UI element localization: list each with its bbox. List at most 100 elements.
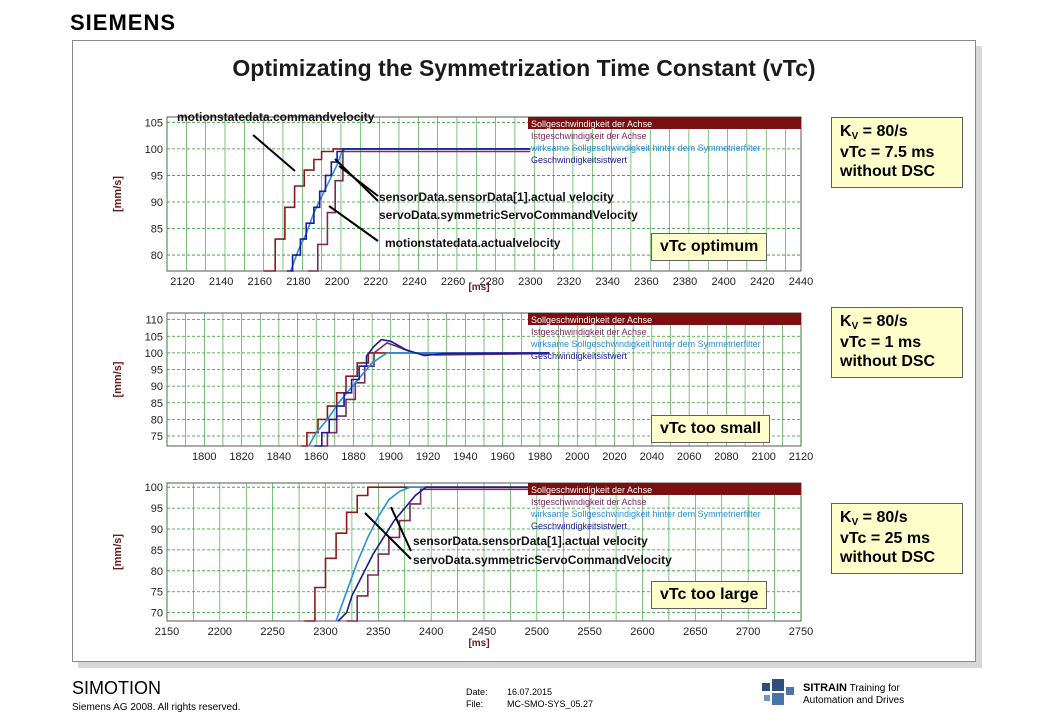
file-value: MC-SMO-SYS_05.27: [507, 699, 594, 709]
tag-vtc-too-small: vTc too small: [651, 415, 771, 443]
series-line-2: [335, 486, 537, 622]
annotation-label: motionstatedata.commandvelocity: [177, 110, 375, 124]
chart-legend: Sollgeschwindigkeit der Achse Istgeschwin…: [528, 483, 801, 531]
footer-product: SIMOTION: [72, 678, 161, 698]
x-tick-label: 1820: [229, 451, 253, 463]
annotation-pointer: [328, 205, 379, 242]
kv-value: = 80/s: [858, 509, 908, 526]
charts-canvas: 80 85 90 95 100 105 2120 2140 2160 2180 2200 2220 22…: [112, 110, 813, 649]
y-axis-label: [mm/s]: [112, 534, 124, 570]
series-line-2: [308, 352, 550, 447]
slide-frame: Optimizating the Symmetrization Time Con…: [72, 40, 976, 662]
x-tick-label: 2200: [325, 276, 349, 288]
vtc-value: vTc = 1 ms: [840, 334, 922, 351]
chart-legend: Sollgeschwindigkeit der Achse Istgeschwin…: [528, 313, 801, 361]
annotation-pointer: [334, 158, 379, 202]
x-tick-label: 2300: [518, 276, 542, 288]
info-box-too-small: KV = 80/s vTc = 1 ms without DSC: [831, 307, 963, 378]
y-tick-label: 100: [145, 482, 163, 494]
x-tick-label: 2120: [789, 451, 813, 463]
legend-entry: Geschwindigkeitsistwert: [531, 351, 628, 361]
annotation-pointer: [390, 506, 412, 552]
x-tick-label: 2350: [366, 626, 390, 638]
kv-subscript: V: [851, 321, 859, 332]
y-tick-label: 90: [151, 524, 163, 536]
x-tick-label: 2040: [640, 451, 664, 463]
x-tick-label: 2000: [565, 451, 589, 463]
legend-entry: Istgeschwindigkeit der Achse: [531, 327, 647, 337]
kv-value: = 80/s: [858, 123, 908, 140]
x-tick-label: 1880: [341, 451, 365, 463]
x-tick-label: 2400: [711, 276, 735, 288]
x-tick-label: 2440: [789, 276, 813, 288]
x-tick-label: 1900: [379, 451, 403, 463]
sitrain-name: SITRAIN: [803, 682, 847, 694]
series-line-1: [319, 341, 550, 447]
legend-entry: Istgeschwindigkeit der Achse: [531, 131, 647, 141]
legend-header-bar: [528, 313, 801, 325]
kv-label: K: [840, 123, 852, 140]
x-tick-label: 2120: [170, 276, 194, 288]
y-tick-label: 70: [151, 608, 163, 620]
y-tick-label: 80: [151, 414, 163, 426]
y-tick-label: 105: [145, 331, 163, 343]
date-label: Date:: [466, 687, 488, 697]
x-tick-label: 1960: [490, 451, 514, 463]
x-tick-label: 2340: [595, 276, 619, 288]
legend-entry: Sollgeschwindigkeit der Achse: [531, 315, 652, 325]
legend-header-bar: [528, 483, 801, 495]
chart-legend: Sollgeschwindigkeit der Achse Istgeschwin…: [528, 117, 801, 165]
y-axis-label: [mm/s]: [112, 176, 124, 212]
x-tick-label: 1920: [416, 451, 440, 463]
annotation-label: servoData.symmetricServoCommandVelocity: [413, 553, 672, 567]
x-tick-label: 2250: [260, 626, 284, 638]
siemens-logo: SIEMENS: [70, 10, 177, 35]
annotation-label: sensorData.sensorData[1].actual velocity: [413, 534, 648, 548]
info-box-optimum: KV = 80/s vTc = 7.5 ms without DSC: [831, 117, 963, 188]
kv-subscript: V: [851, 131, 859, 142]
y-axis-label: [mm/s]: [112, 361, 124, 397]
annotation-label: motionstatedata.actualvelocity: [385, 236, 561, 250]
x-tick-label: 2420: [750, 276, 774, 288]
x-tick-label: 2550: [577, 626, 601, 638]
dsc-value: without DSC: [840, 549, 936, 566]
tag-vtc-optimum: vTc optimum: [651, 233, 768, 261]
y-tick-label: 90: [151, 197, 163, 209]
y-tick-label: 85: [151, 545, 163, 557]
series-line-3: [337, 486, 537, 622]
legend-entry: Sollgeschwindigkeit der Achse: [531, 119, 652, 129]
legend-header-bar: [528, 117, 801, 129]
legend-entry: Istgeschwindigkeit der Achse: [531, 497, 647, 507]
x-axis-label: [ms]: [468, 638, 489, 649]
x-tick-label: 2600: [630, 626, 654, 638]
sitrain-logo-icon: [762, 679, 794, 705]
x-tick-label: 2400: [419, 626, 443, 638]
kv-value: = 80/s: [858, 313, 908, 330]
x-tick-label: 2080: [714, 451, 738, 463]
annotation-pointer: [364, 512, 412, 560]
x-tick-label: 2180: [286, 276, 310, 288]
y-tick-label: 95: [151, 503, 163, 515]
x-tick-label: 2280: [479, 276, 503, 288]
sitrain-sub: Automation and Drives: [803, 695, 905, 706]
x-tick-label: 2160: [248, 276, 272, 288]
x-tick-label: 1840: [267, 451, 291, 463]
y-tick-label: 85: [151, 398, 163, 410]
dsc-value: without DSC: [840, 163, 936, 180]
y-tick-label: 90: [151, 381, 163, 393]
chart-2: 70 75 80 85 90 95 100 2150 2200 2250 2300 2350 2400 2…: [112, 482, 813, 649]
legend-entry: wirksame Sollgeschwindigkeit hinter dem …: [530, 509, 761, 519]
x-tick-label: 1980: [528, 451, 552, 463]
x-tick-label: 2360: [634, 276, 658, 288]
vtc-value: vTc = 25 ms: [840, 530, 930, 547]
info-box-too-large: KV = 80/s vTc = 25 ms without DSC: [831, 503, 963, 574]
legend-entry: Sollgeschwindigkeit der Achse: [531, 485, 652, 495]
kv-label: K: [840, 313, 852, 330]
tag-vtc-too-large: vTc too large: [651, 581, 768, 609]
series-line-0: [304, 486, 537, 622]
x-tick-label: 2060: [677, 451, 701, 463]
y-tick-label: 95: [151, 170, 163, 182]
x-tick-label: 2320: [557, 276, 581, 288]
x-tick-label: 2140: [209, 276, 233, 288]
annotation-pointer: [252, 134, 296, 172]
